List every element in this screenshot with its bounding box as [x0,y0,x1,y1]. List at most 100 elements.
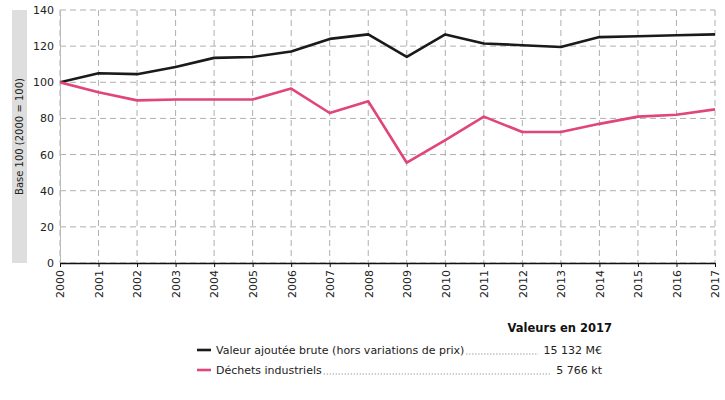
x-tick: 2001 [93,263,106,298]
x-tick-mark [522,263,523,267]
grid-line-x [137,10,138,263]
grid-line-x [214,10,215,263]
legend-swatch [197,349,211,352]
grid-line-x [599,10,600,263]
x-tick: 2008 [363,263,376,298]
legend-value: 15 132 M€ [544,344,602,357]
x-tick: 2016 [671,263,684,298]
y-axis-line [60,11,61,264]
legend-leader [466,354,538,355]
grid-line-x [522,10,523,263]
y-tick: 60 [40,149,60,162]
y-tick-label: 40 [40,185,54,198]
grid-line-y [60,118,715,119]
y-tick-label: 20 [40,221,54,234]
x-tick: 2005 [247,263,260,298]
ylabel-band [12,10,27,263]
x-axis-line [61,263,716,265]
x-tick-mark [214,263,215,267]
x-tick-label: 2014 [594,270,607,298]
x-tick: 2010 [440,263,453,298]
x-tick-mark [638,263,639,267]
grid-line-x [252,10,253,263]
x-tick-mark [291,263,292,267]
x-tick-mark [407,263,408,267]
x-tick-mark [137,263,138,267]
grid-line-x [329,10,330,263]
y-tick: 140 [33,4,60,17]
grid-line-x [715,10,716,263]
y-tick: 120 [33,40,60,53]
x-tick-mark [60,263,61,267]
grid-line-y [60,82,715,83]
grid-line-x [60,10,61,263]
x-tick-mark [561,263,562,267]
x-tick-mark [484,263,485,267]
x-tick-label: 2006 [286,270,299,298]
x-tick-mark [176,263,177,267]
y-tick-label: 80 [40,112,54,125]
x-tick-mark [368,263,369,267]
y-tick: 20 [40,221,60,234]
y-tick-label: 100 [33,76,54,89]
y-tick-label: 60 [40,149,54,162]
x-tick-mark [715,263,716,267]
x-tick-label: 2011 [478,270,491,298]
x-tick-label: 2017 [709,270,722,298]
grid-line-x [98,10,99,263]
x-tick: 2004 [208,263,221,298]
x-tick-label: 2000 [54,270,67,298]
legend-item: Valeur ajoutée brute (hors variations de… [197,344,602,357]
x-tick-label: 2012 [517,270,530,298]
grid-line-y [60,190,715,191]
x-tick-label: 2007 [324,270,337,298]
grid-line-x [445,10,446,263]
legend-value: 5 766 kt [556,364,602,377]
y-tick: 100 [33,76,60,89]
x-tick: 2012 [517,263,530,298]
y-axis-title: Base 100 (2000 = 100) [14,78,25,195]
x-tick: 2009 [401,263,414,298]
x-tick-label: 2009 [401,270,414,298]
legend-leader [324,374,552,375]
x-axis: 2000 2001 2002 2003 2004 2005 2006 2007 2008 2009… [54,263,722,298]
x-tick-mark [599,263,600,267]
x-tick-label: 2016 [671,270,684,298]
y-tick: 0 [47,257,60,270]
x-tick-label: 2008 [363,270,376,298]
x-tick-label: 2002 [131,270,144,298]
y-tick-label: 0 [47,257,54,270]
y-tick-label: 140 [33,4,54,17]
x-tick-mark [99,263,100,267]
x-tick: 2017 [709,263,722,298]
grid-line-x [676,10,677,263]
chart: Base 100 (2000 = 100) 0 20 40 60 80 100 120 140 2… [0,0,725,400]
grid [60,10,715,263]
legend: Valeurs en 2017 Valeur ajoutée brute (hor… [197,321,612,377]
x-tick-mark [253,263,254,267]
grid-line-y [60,263,715,264]
grid-line-x [175,10,176,263]
grid-line-x [291,10,292,263]
x-tick-label: 2005 [247,270,260,298]
x-tick-mark [676,263,677,267]
plot-lines [60,34,715,162]
legend-title: Valeurs en 2017 [508,321,612,335]
y-tick: 80 [40,112,60,125]
grid-line-x [483,10,484,263]
x-tick: 2002 [131,263,144,298]
x-tick-label: 2003 [170,270,183,298]
x-tick: 2006 [286,263,299,298]
x-tick-label: 2010 [440,270,453,298]
grid-line-y [60,10,715,11]
grid-line-y [60,226,715,227]
x-tick-label: 2013 [555,270,568,298]
grid-line-y [60,154,715,155]
x-tick: 2013 [555,263,568,298]
x-tick-mark [445,263,446,267]
grid-line-x [406,10,407,263]
x-tick: 2000 [54,263,67,298]
x-tick: 2015 [632,263,645,298]
legend-label: Valeur ajoutée brute (hors variations de… [216,344,464,357]
x-tick-label: 2001 [93,270,106,298]
